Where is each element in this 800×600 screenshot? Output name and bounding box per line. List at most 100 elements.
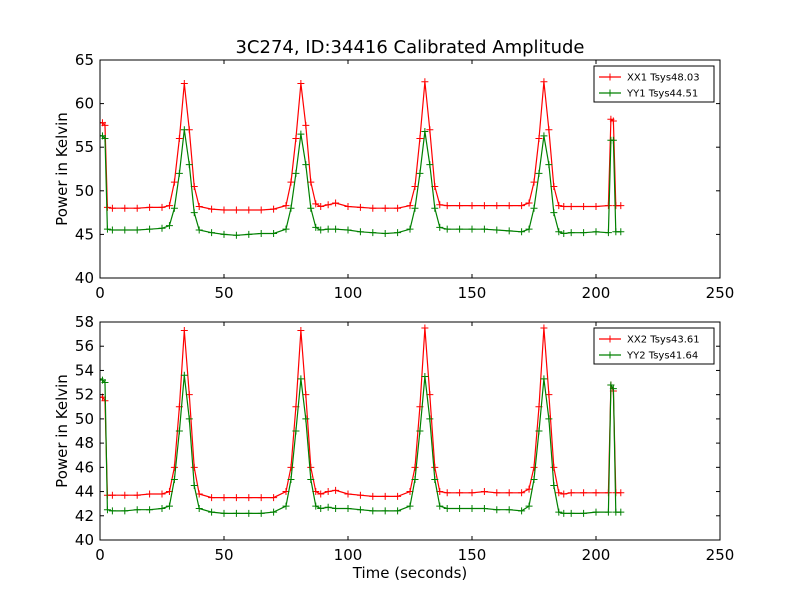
- data-point: [324, 201, 332, 209]
- data-point: [312, 200, 320, 208]
- data-point: [607, 381, 615, 389]
- data-point: [592, 508, 600, 516]
- data-point: [245, 509, 253, 517]
- data-point: [525, 485, 533, 493]
- data-point: [158, 505, 166, 513]
- data-point: [468, 489, 476, 497]
- data-point: [282, 202, 290, 210]
- data-point: [580, 229, 588, 237]
- y-axis-label: Power in Kelvin: [53, 112, 71, 226]
- data-point: [146, 506, 154, 514]
- data-point: [525, 225, 533, 233]
- data-point: [332, 486, 340, 494]
- data-point: [416, 134, 424, 142]
- legend-label: XX1 Tsys48.03: [627, 73, 700, 84]
- axes-frame: [99, 59, 721, 279]
- data-point: [493, 202, 501, 210]
- data-point: [421, 128, 429, 136]
- y-tick-label: 45: [75, 225, 94, 243]
- data-point: [421, 78, 429, 86]
- data-point: [292, 169, 300, 177]
- data-point: [436, 502, 444, 510]
- legend-box: [593, 65, 715, 103]
- data-point: [170, 204, 178, 212]
- data-point: [146, 490, 154, 498]
- data-point: [567, 509, 575, 517]
- data-point: [170, 463, 178, 471]
- y-tick-label: 52: [75, 386, 94, 404]
- data-point: [518, 489, 526, 497]
- data-point: [282, 502, 290, 510]
- data-point: [555, 489, 563, 497]
- y-tick-label: 46: [75, 458, 94, 476]
- x-tick-label: 50: [214, 546, 233, 564]
- data-point: [609, 117, 617, 125]
- data-point: [567, 229, 575, 237]
- data-point: [307, 178, 315, 186]
- data-point: [220, 494, 228, 502]
- y-tick-label: 40: [75, 531, 94, 549]
- data-point: [545, 161, 553, 169]
- data-point: [394, 492, 402, 500]
- subplot-bottom: 0 50 100 150 200 250 40 42 44 46 48 50 52 54 56 58 Powe…: [53, 313, 734, 582]
- data-point: [560, 490, 568, 498]
- data-point: [121, 491, 129, 499]
- y-tick-label: 40: [75, 269, 94, 287]
- data-point: [287, 178, 295, 186]
- data-point: [232, 494, 240, 502]
- data-point: [307, 204, 315, 212]
- data-point: [344, 505, 352, 513]
- data-point: [180, 80, 188, 88]
- data-point: [103, 506, 111, 514]
- data-point: [195, 226, 203, 234]
- data-point: [356, 506, 364, 514]
- data-point: [480, 202, 488, 210]
- x-tick-label: 150: [458, 546, 487, 564]
- data-point: [175, 427, 183, 435]
- data-point: [567, 202, 575, 210]
- data-point: [270, 230, 278, 238]
- data-point: [431, 475, 439, 483]
- data-point: [604, 202, 612, 210]
- data-point: [369, 204, 377, 212]
- data-point: [426, 415, 434, 423]
- data-point: [381, 507, 389, 515]
- data-point: [555, 202, 563, 210]
- data-point: [208, 494, 216, 502]
- x-tick-label: 200: [582, 546, 611, 564]
- x-tick-label: 100: [334, 284, 363, 302]
- y-tick-label: 50: [75, 182, 94, 200]
- legend-label: XX2 Tsys43.61: [627, 335, 700, 346]
- data-point: [175, 169, 183, 177]
- data-point: [108, 226, 116, 234]
- data-point: [381, 204, 389, 212]
- data-point: [332, 225, 340, 233]
- data-point: [406, 502, 414, 510]
- data-point: [617, 489, 625, 497]
- data-point: [468, 225, 476, 233]
- data-point: [232, 206, 240, 214]
- y-tick-label: 42: [75, 507, 94, 525]
- data-point: [540, 132, 548, 140]
- data-point: [101, 379, 109, 387]
- data-point: [560, 509, 568, 517]
- data-point: [344, 490, 352, 498]
- data-point: [133, 204, 141, 212]
- data-point: [550, 209, 558, 217]
- series-layer: [100, 324, 625, 517]
- data-point: [518, 202, 526, 210]
- data-point: [540, 324, 548, 332]
- data-point: [344, 202, 352, 210]
- legend-marker: [606, 89, 614, 97]
- data-point: [436, 223, 444, 231]
- data-point: [411, 475, 419, 483]
- data-point: [525, 502, 533, 510]
- data-point: [381, 492, 389, 500]
- data-point: [456, 505, 464, 513]
- data-point: [592, 202, 600, 210]
- data-point: [530, 463, 538, 471]
- data-point: [287, 463, 295, 471]
- data-point: [535, 169, 543, 177]
- series-layer: [100, 78, 625, 239]
